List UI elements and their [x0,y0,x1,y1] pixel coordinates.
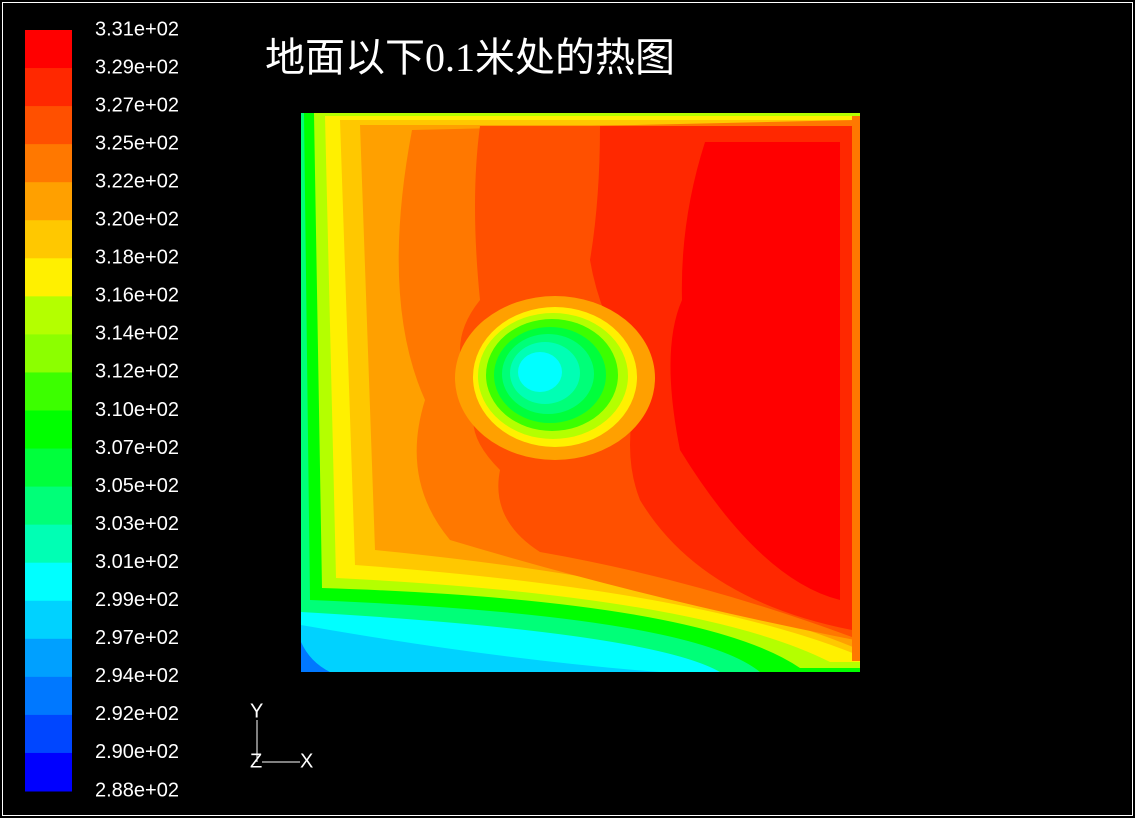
colorbar-label: 3.20e+02 [95,209,179,231]
colorbar-label: 3.31e+02 [95,18,179,40]
colorbar-label: 2.94e+02 [95,665,179,687]
colorbar-band [25,30,72,69]
colorbar-band [25,182,72,221]
colorbar-band [25,524,72,564]
colorbar-band [25,258,72,297]
colorbar-band [25,562,72,602]
colorbar-band [25,144,72,183]
colorbar-label: 3.25e+02 [95,132,179,154]
colorbar-label: 3.12e+02 [95,361,179,383]
colorbar-label: 2.90e+02 [95,741,179,763]
colorbar: 3.31e+02 3.29e+02 3.27e+02 3.25e+02 3.22e+02… [25,18,179,801]
colorbar-band [25,220,72,259]
colorbar-band [25,68,72,107]
colorbar-label: 2.97e+02 [95,627,179,649]
colorbar-band [25,372,72,411]
colorbar-label: 3.10e+02 [95,399,179,421]
colorbar-label: 3.14e+02 [95,323,179,345]
axis-label-y: Y [250,700,263,722]
colorbar-band [25,486,72,526]
axis-label-x: X [300,750,313,772]
colorbar-label: 3.16e+02 [95,285,179,307]
colorbar-label: 3.03e+02 [95,513,179,535]
colorbar-band [25,714,72,754]
colorbar-label: 3.29e+02 [95,56,179,78]
colorbar-label: 3.05e+02 [95,475,179,497]
colorbar-band [25,638,72,678]
colorbar-label: 3.18e+02 [95,247,179,269]
colorbar-label: 3.07e+02 [95,437,179,459]
colorbar-label: 3.27e+02 [95,94,179,116]
colorbar-band [25,334,72,373]
contour-plot [301,113,860,672]
axis-label-z: Z [250,750,262,772]
axis-triad: Y Z X [250,700,313,772]
colorbar-label: 2.92e+02 [95,703,179,725]
colorbar-band [25,448,72,488]
colorbar-band [25,676,72,716]
colorbar-band [25,600,72,640]
colorbar-label: 2.88e+02 [95,779,179,801]
colorbar-label: 3.22e+02 [95,170,179,192]
title: 地面以下0.1米处的热图 [265,35,675,80]
colorbar-band [25,296,72,335]
colorbar-band [25,752,72,792]
colorbar-band [25,106,72,145]
colorbar-label: 3.01e+02 [95,551,179,573]
colorbar-label: 2.99e+02 [95,589,179,611]
colorbar-band [25,410,72,450]
